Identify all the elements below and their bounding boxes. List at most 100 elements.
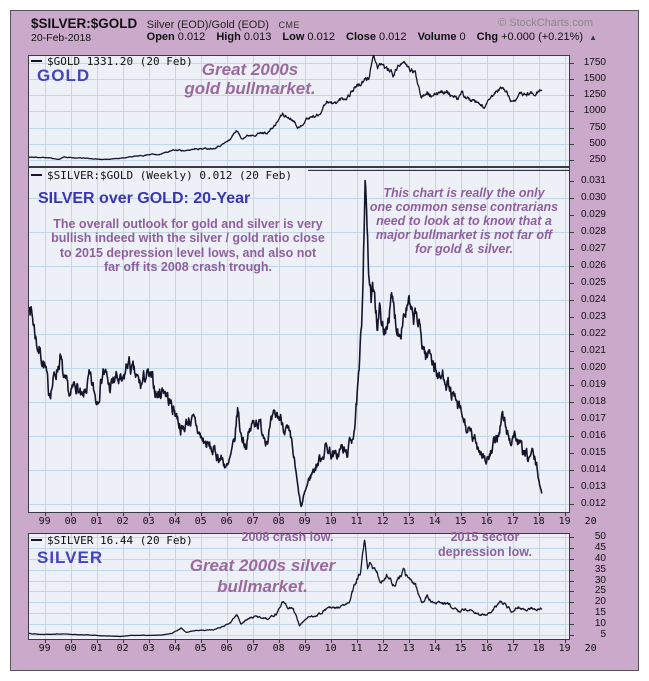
gold-legend-text: $GOLD 1331.20 (20 Feb) — [47, 55, 193, 68]
gold-bullmarket-annotation: Great 2000s gold bullmarket. — [140, 60, 360, 98]
x-axis-label: 18 — [532, 643, 545, 654]
x-axis-label: 02 — [116, 643, 129, 654]
x-axis-tick — [175, 513, 176, 516]
y-axis-label: 0.014 — [580, 464, 606, 476]
y-axis-label: 50 — [594, 531, 606, 543]
x-axis-label: 17 — [506, 516, 519, 527]
x-axis-label: 05 — [194, 516, 207, 527]
x-axis-tick — [279, 513, 280, 516]
chart-header: $SILVER:$GOLD Silver (EOD)/Gold (EOD) CM… — [31, 15, 300, 33]
x-axis-tick — [409, 640, 410, 643]
x-axis-label: 05 — [194, 643, 207, 654]
x-axis-label: 20 — [584, 516, 597, 527]
y-axis-tick — [570, 351, 574, 352]
x-axis-label: 14 — [428, 643, 441, 654]
y-axis-label: 0.018 — [580, 396, 606, 408]
y-axis-label: 0.019 — [580, 379, 606, 391]
note-line: for gold & silver. — [415, 242, 513, 256]
x-axis-tick — [45, 640, 46, 643]
x-axis-tick — [357, 640, 358, 643]
low-label: Low — [282, 31, 305, 43]
plot-background — [28, 533, 570, 640]
y-axis-label: 0.020 — [580, 362, 606, 374]
x-axis-tick — [305, 513, 306, 516]
gold-series-swatch-icon — [31, 60, 42, 62]
gold-legend: $GOLD 1331.20 (20 Feb) — [31, 55, 193, 68]
y-axis-label: 0.016 — [580, 430, 606, 442]
x-axis-label: 06 — [220, 516, 233, 527]
x-axis-label: 19 — [558, 516, 571, 527]
x-axis-label: 09 — [298, 516, 311, 527]
y-axis-tick — [570, 487, 574, 488]
note-line: This chart is really the only — [383, 186, 545, 200]
x-axis-tick — [97, 513, 98, 516]
x-axis-tick — [123, 513, 124, 516]
high-label: High — [216, 31, 241, 43]
x-axis-tick — [383, 640, 384, 643]
x-axis-label: 12 — [376, 643, 389, 654]
x-axis-tick — [201, 640, 202, 643]
x-axis-label: 04 — [168, 516, 181, 527]
x-axis-tick — [383, 513, 384, 516]
ratio-legend: $SILVER:$GOLD (Weekly) 0.012 (20 Feb) — [31, 169, 292, 182]
y-axis-tick — [570, 602, 574, 603]
note-line: one common sense contrarians — [369, 200, 559, 214]
x-axis-label: 11 — [350, 643, 363, 654]
y-axis-tick — [570, 160, 574, 161]
x-axis-tick — [461, 640, 462, 643]
silver-panel-label: SILVER — [37, 548, 104, 567]
y-axis-label: 0.012 — [580, 498, 606, 510]
x-axis-label: 18 — [532, 516, 545, 527]
chart-date: 20-Feb-2018 — [31, 32, 92, 44]
x-axis-label: 19 — [558, 643, 571, 654]
y-axis-tick — [570, 591, 574, 592]
x-axis-label: 07 — [246, 516, 259, 527]
x-axis-label: 02 — [116, 516, 129, 527]
silver-gold-ratio-plot — [28, 167, 570, 513]
x-axis-tick — [409, 513, 410, 516]
close-value: 0.012 — [378, 31, 407, 43]
y-axis-label: 25 — [594, 585, 606, 597]
x-axis-label: 09 — [298, 643, 311, 654]
x-axis-label: 08 — [272, 516, 285, 527]
y-axis-tick — [570, 283, 574, 284]
x-axis-tick — [539, 640, 540, 643]
copyright-notice: © StockCharts.com — [498, 17, 593, 29]
x-axis-label: 04 — [168, 643, 181, 654]
x-axis-tick — [201, 513, 202, 516]
x-axis-label: 07 — [246, 643, 259, 654]
y-axis-tick — [570, 419, 574, 420]
exchange-label: CME — [278, 20, 300, 30]
gold-price-plot — [28, 55, 570, 167]
x-axis-label: 03 — [142, 643, 155, 654]
y-axis-tick — [570, 436, 574, 437]
y-axis-label: 30 — [594, 574, 606, 586]
x-axis-label: 15 — [454, 516, 467, 527]
change-label: Chg — [476, 31, 499, 43]
y-axis-label: 0.015 — [580, 447, 606, 459]
x-axis-tick — [331, 640, 332, 643]
note-line: major bullmarket is not far off — [375, 228, 553, 242]
crash-low-annotation: 2008 crash low. — [241, 530, 334, 544]
x-axis-label: 11 — [350, 516, 363, 527]
x-axis-tick — [253, 640, 254, 643]
y-axis-label: 0.017 — [580, 413, 606, 425]
x-axis-label: 16 — [480, 643, 493, 654]
annotation-line: Great 2000s — [201, 60, 299, 79]
x-axis-tick — [175, 640, 176, 643]
y-axis-tick — [570, 453, 574, 454]
y-axis-tick — [570, 79, 574, 80]
y-axis-tick — [570, 198, 574, 199]
x-axis-label: 13 — [402, 643, 415, 654]
close-label: Close — [346, 31, 376, 43]
y-axis-tick — [570, 215, 574, 216]
annotation-line: 2015 sector — [450, 530, 520, 544]
y-axis-label: 45 — [594, 542, 606, 554]
y-axis-label: 5 — [600, 628, 606, 640]
annotation-line: bullmarket. — [217, 577, 308, 596]
x-axis-tick — [97, 640, 98, 643]
y-axis-tick — [570, 570, 574, 571]
y-axis-tick — [570, 317, 574, 318]
x-axis-label: 20 — [584, 643, 597, 654]
